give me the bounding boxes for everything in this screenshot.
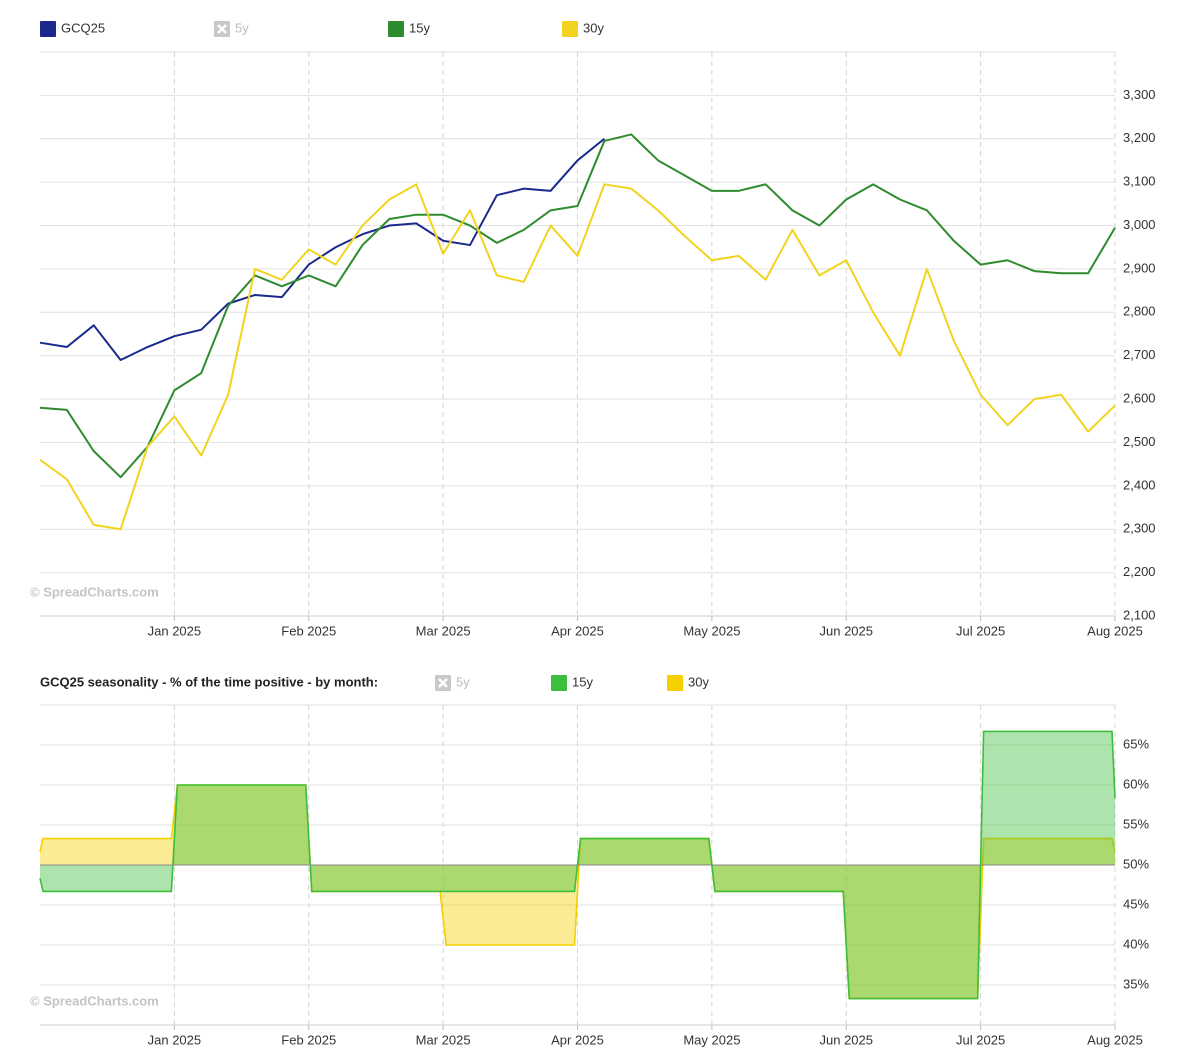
x-tick-label: Apr 2025 (551, 623, 604, 638)
x-tick-label: Jul 2025 (956, 1032, 1005, 1047)
area-segment (846, 865, 981, 999)
y-tick-label: 60% (1123, 776, 1149, 791)
y-tick-label: 2,500 (1123, 434, 1156, 449)
area-segment (577, 838, 712, 892)
y-tick-label: 55% (1123, 816, 1149, 831)
legend-label: 15y (572, 674, 593, 689)
legend-label-disabled: 5y (456, 674, 470, 689)
y-tick-label: 3,000 (1123, 217, 1156, 232)
y-tick-label: 2,400 (1123, 477, 1156, 492)
x-tick-label: Jul 2025 (956, 623, 1005, 638)
x-tick-label: Aug 2025 (1087, 1032, 1143, 1047)
x-tick-label: Mar 2025 (416, 1032, 471, 1047)
x-tick-label: Jan 2025 (148, 623, 202, 638)
area-segment (711, 865, 847, 945)
area-edge (845, 864, 982, 1000)
series-line (39, 183, 1116, 531)
legend-label-disabled: 5y (235, 20, 249, 35)
area-segment (40, 811, 175, 865)
y-tick-label: 45% (1123, 896, 1149, 911)
y-tick-label: 2,200 (1123, 564, 1156, 579)
area-segment (980, 731, 1115, 865)
x-tick-label: Feb 2025 (281, 623, 336, 638)
y-tick-label: 40% (1123, 936, 1149, 951)
y-tick-label: 3,100 (1123, 174, 1156, 189)
x-tick-label: May 2025 (683, 1032, 740, 1047)
series-line (39, 133, 1116, 479)
area-edge (979, 730, 1116, 866)
area-segment (443, 865, 578, 892)
series-line (39, 137, 606, 362)
area-segment (711, 865, 847, 945)
y-tick-label: 2,800 (1123, 304, 1156, 319)
legend-swatch (40, 21, 56, 37)
area-segment (577, 838, 712, 865)
area-segment (308, 838, 444, 919)
x-tick-label: Jun 2025 (820, 1032, 874, 1047)
area-segment (443, 865, 578, 945)
area-edge (173, 784, 310, 839)
legend-label: 30y (583, 20, 604, 35)
area-edge (39, 811, 176, 852)
legend-disabled-icon (217, 24, 227, 34)
x-tick-label: May 2025 (683, 623, 740, 638)
x-tick-label: Jan 2025 (148, 1032, 202, 1047)
area-edge (443, 864, 579, 893)
area-edge (576, 837, 713, 866)
x-tick-label: Aug 2025 (1087, 623, 1143, 638)
area-segment (174, 785, 309, 865)
y-tick-label: 2,600 (1123, 391, 1156, 406)
y-tick-label: 65% (1123, 736, 1149, 751)
y-tick-label: 50% (1123, 856, 1149, 871)
x-tick-label: Feb 2025 (281, 1032, 336, 1047)
area-edge (711, 864, 848, 946)
y-tick-label: 3,300 (1123, 87, 1156, 102)
legend-swatch (562, 21, 578, 37)
watermark: © SpreadCharts.com (30, 584, 159, 599)
legend-label: GCQ25 (61, 20, 105, 35)
x-tick-label: Jun 2025 (820, 623, 874, 638)
x-tick-label: Apr 2025 (551, 1032, 604, 1047)
area-segment (174, 785, 309, 865)
chart-title: GCQ25 seasonality - % of the time positi… (40, 674, 378, 689)
area-edge (979, 837, 1116, 919)
legend-swatch (551, 675, 567, 691)
y-tick-label: 2,300 (1123, 521, 1156, 536)
legend-disabled-icon (438, 678, 448, 688)
y-tick-label: 2,100 (1123, 607, 1156, 622)
legend-label: 30y (688, 674, 709, 689)
area-segment (980, 838, 1115, 919)
x-tick-label: Mar 2025 (416, 623, 471, 638)
legend-label: 15y (409, 20, 430, 35)
y-tick-label: 2,900 (1123, 260, 1156, 275)
y-tick-label: 35% (1123, 976, 1149, 991)
area-edge (442, 891, 579, 946)
y-tick-label: 3,200 (1123, 130, 1156, 145)
legend-swatch (388, 21, 404, 37)
y-tick-label: 2,700 (1123, 347, 1156, 362)
area-segment (308, 838, 444, 892)
watermark: © SpreadCharts.com (30, 993, 159, 1008)
area-segment (40, 838, 175, 892)
legend-swatch (667, 675, 683, 691)
area-segment (846, 865, 981, 999)
